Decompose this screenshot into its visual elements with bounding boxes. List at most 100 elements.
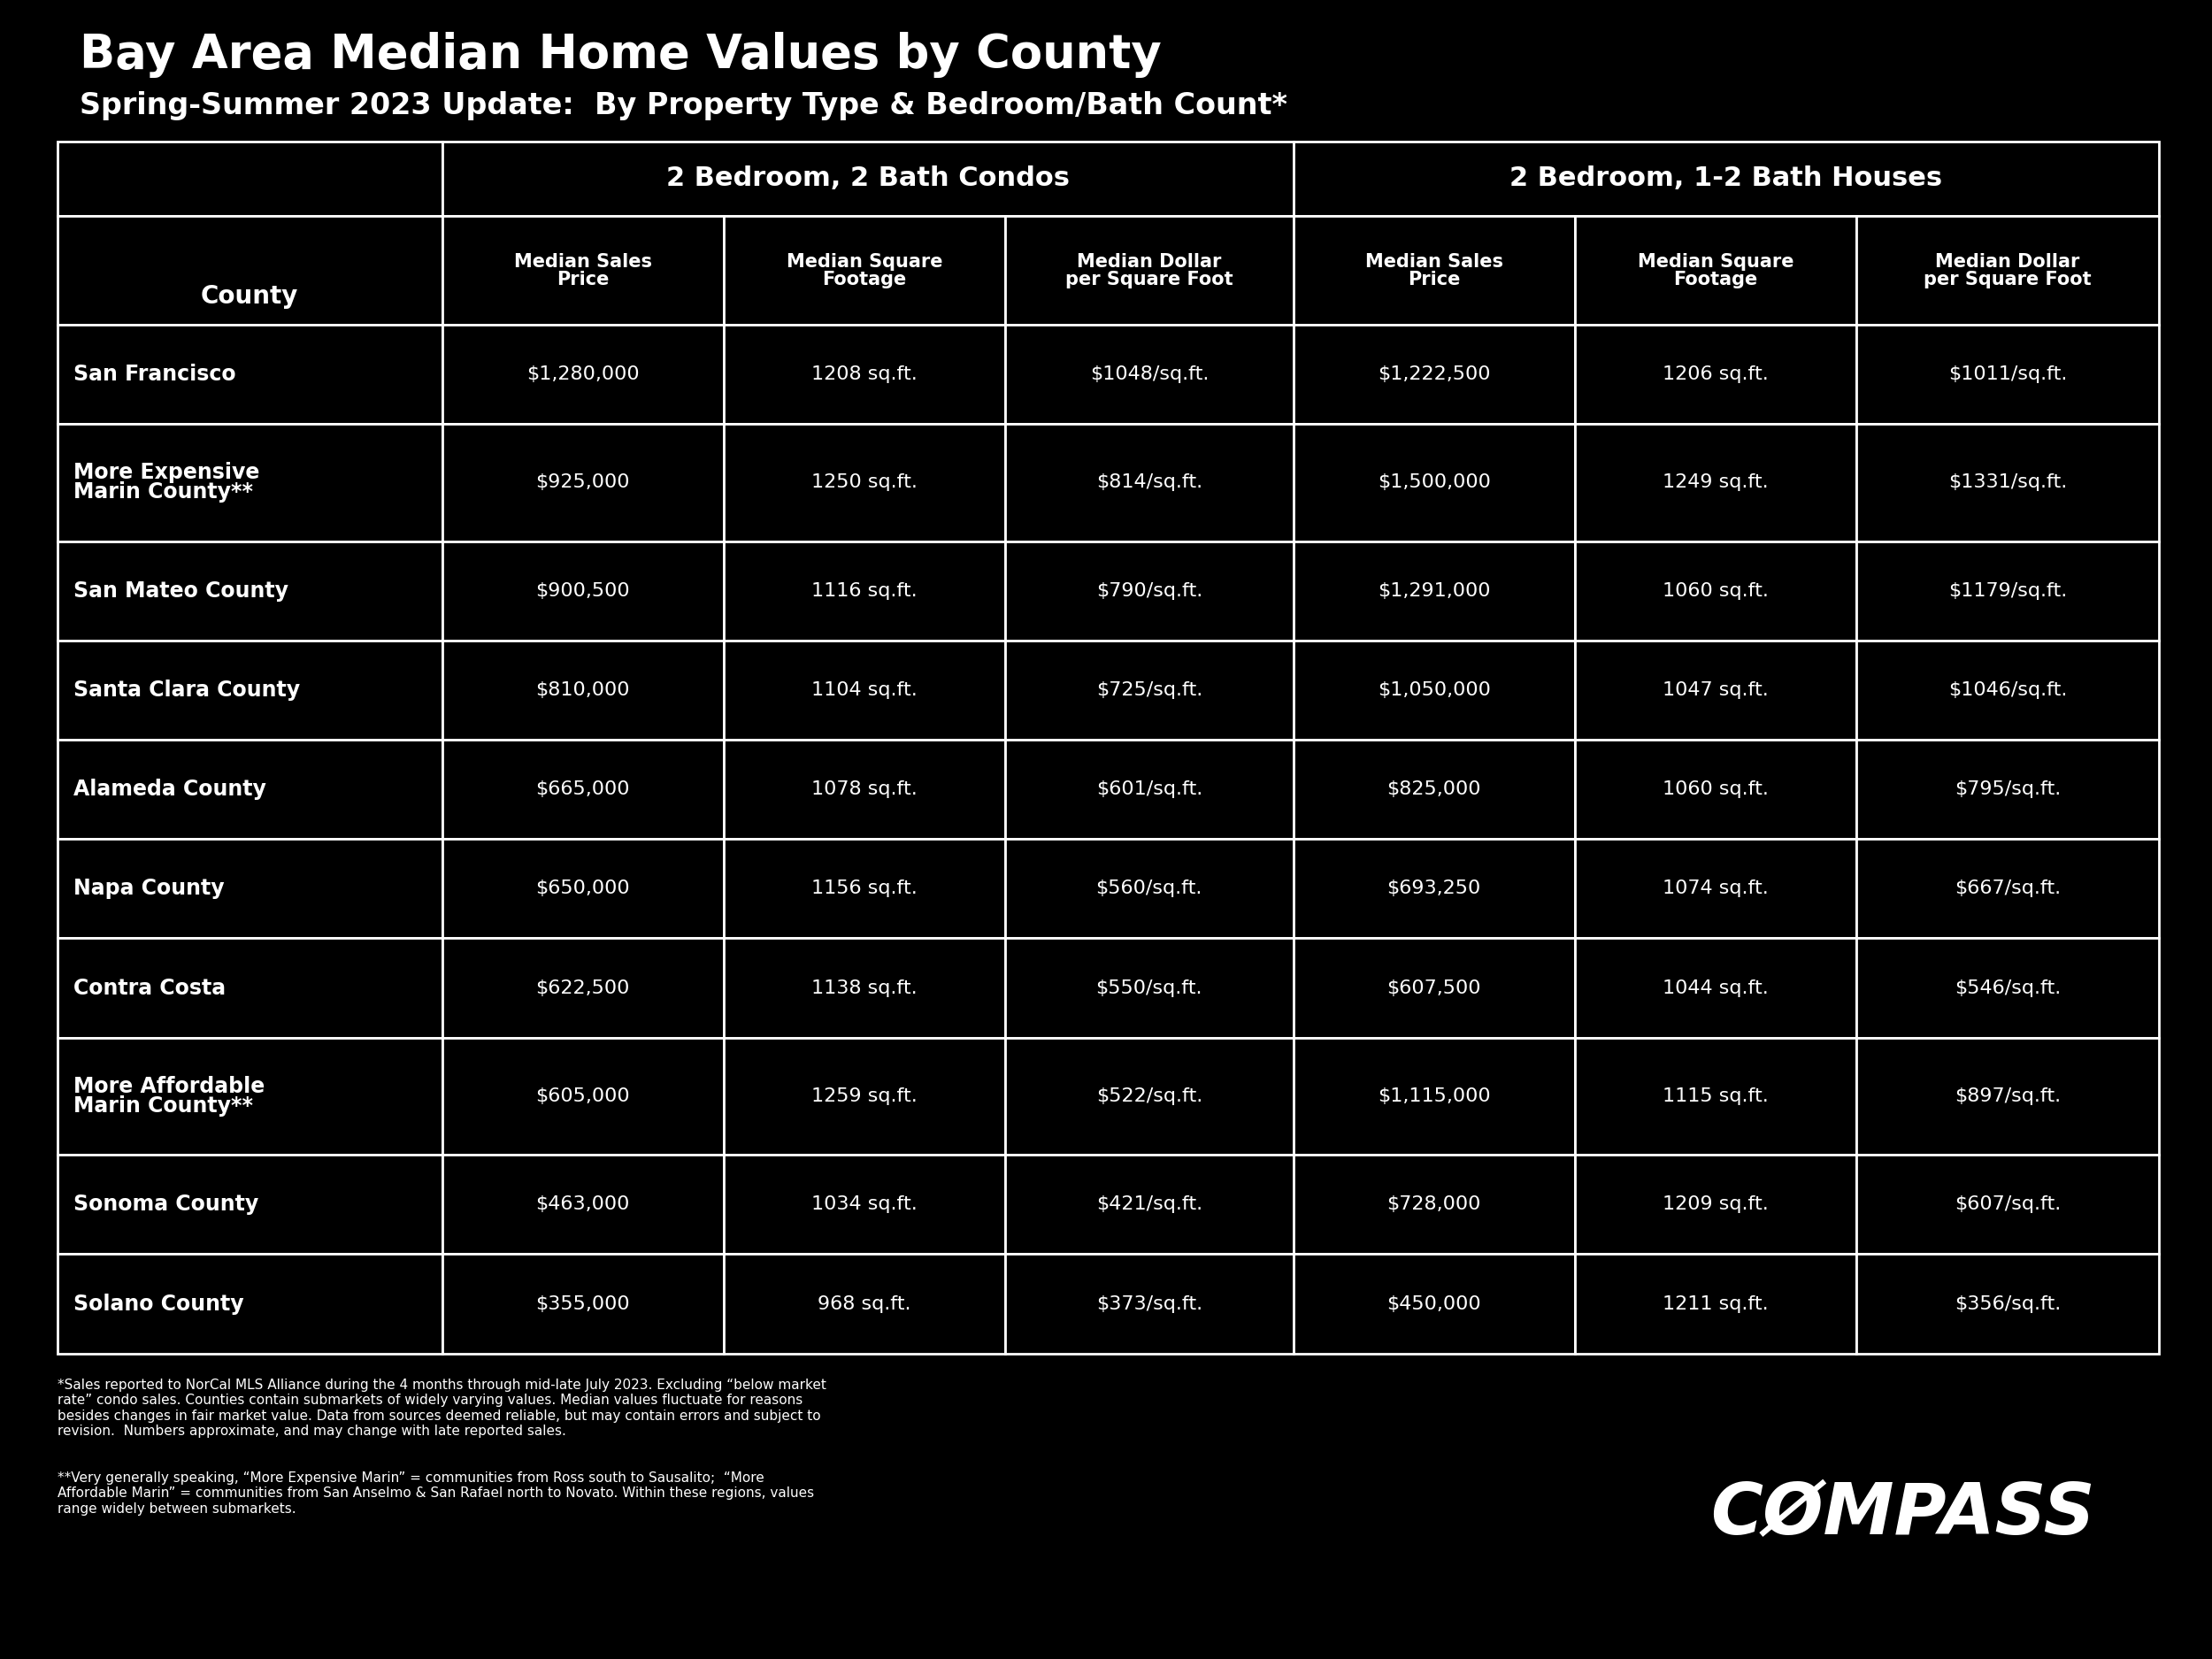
Text: $1046/sq.ft.: $1046/sq.ft.: [1949, 682, 2066, 698]
Bar: [1575, 740, 1856, 839]
Text: Price: Price: [1407, 270, 1460, 289]
Text: $725/sq.ft.: $725/sq.ft.: [1095, 682, 1203, 698]
Bar: [1294, 325, 1575, 425]
Text: 1209 sq.ft.: 1209 sq.ft.: [1663, 1196, 1770, 1213]
Text: $373/sq.ft.: $373/sq.ft.: [1097, 1296, 1203, 1312]
Bar: [1856, 425, 2159, 541]
Bar: [1294, 640, 1575, 740]
Text: Bay Area Median Home Values by County: Bay Area Median Home Values by County: [80, 32, 1161, 78]
Text: $810,000: $810,000: [535, 682, 630, 698]
Bar: [1004, 939, 1294, 1037]
Bar: [723, 939, 1004, 1037]
Bar: [1004, 1037, 1294, 1155]
Text: 1211 sq.ft.: 1211 sq.ft.: [1663, 1296, 1767, 1312]
Bar: [1575, 1155, 1856, 1254]
Bar: [58, 640, 442, 740]
Text: Napa County: Napa County: [73, 878, 223, 899]
Text: San Mateo County: San Mateo County: [73, 581, 288, 602]
Text: 1060 sq.ft.: 1060 sq.ft.: [1663, 582, 1770, 599]
Text: 968 sq.ft.: 968 sq.ft.: [818, 1296, 911, 1312]
Text: $605,000: $605,000: [535, 1087, 630, 1105]
Bar: [58, 141, 442, 216]
Bar: [1575, 541, 1856, 640]
Bar: [1004, 325, 1294, 425]
Text: 1078 sq.ft.: 1078 sq.ft.: [812, 780, 918, 798]
Text: $356/sq.ft.: $356/sq.ft.: [1955, 1296, 2062, 1312]
Bar: [1575, 1254, 1856, 1354]
Bar: [1004, 839, 1294, 939]
Text: $450,000: $450,000: [1387, 1296, 1482, 1312]
Text: Median Dollar: Median Dollar: [1936, 252, 2079, 270]
Text: County: County: [201, 284, 299, 309]
Text: Median Sales: Median Sales: [1365, 252, 1502, 270]
Bar: [1004, 541, 1294, 640]
Text: $728,000: $728,000: [1387, 1196, 1482, 1213]
Text: Median Square: Median Square: [1637, 252, 1794, 270]
Bar: [723, 1254, 1004, 1354]
Text: $1,291,000: $1,291,000: [1378, 582, 1491, 599]
Text: 1115 sq.ft.: 1115 sq.ft.: [1663, 1087, 1770, 1105]
Text: Contra Costa: Contra Costa: [73, 977, 226, 999]
Bar: [58, 1254, 442, 1354]
Text: San Francisco: San Francisco: [73, 363, 237, 385]
Text: Median Dollar: Median Dollar: [1077, 252, 1221, 270]
Text: Footage: Footage: [823, 270, 907, 289]
Bar: [1575, 939, 1856, 1037]
Text: Spring-Summer 2023 Update:  By Property Type & Bedroom/Bath Count*: Spring-Summer 2023 Update: By Property T…: [80, 91, 1287, 121]
Bar: [1575, 425, 1856, 541]
Text: $550/sq.ft.: $550/sq.ft.: [1095, 979, 1203, 997]
Bar: [1575, 1037, 1856, 1155]
Bar: [58, 1037, 442, 1155]
Bar: [58, 216, 442, 325]
Text: $607,500: $607,500: [1387, 979, 1482, 997]
Text: *Sales reported to NorCal MLS Alliance during the 4 months through mid-late July: *Sales reported to NorCal MLS Alliance d…: [58, 1379, 827, 1438]
Text: 1156 sq.ft.: 1156 sq.ft.: [812, 879, 918, 898]
Bar: [1856, 541, 2159, 640]
Text: 1104 sq.ft.: 1104 sq.ft.: [812, 682, 918, 698]
Bar: [1856, 1155, 2159, 1254]
Text: $1,280,000: $1,280,000: [526, 365, 639, 383]
Bar: [442, 541, 723, 640]
Text: $814/sq.ft.: $814/sq.ft.: [1097, 474, 1203, 491]
Text: Footage: Footage: [1674, 270, 1759, 289]
Text: Marin County**: Marin County**: [73, 1095, 252, 1117]
Text: $1331/sq.ft.: $1331/sq.ft.: [1949, 474, 2066, 491]
Text: $522/sq.ft.: $522/sq.ft.: [1095, 1087, 1203, 1105]
Bar: [1575, 640, 1856, 740]
Bar: [58, 740, 442, 839]
Text: per Square Foot: per Square Foot: [1066, 270, 1232, 289]
Bar: [442, 939, 723, 1037]
Bar: [1856, 1037, 2159, 1155]
Bar: [1294, 1254, 1575, 1354]
Text: Median Sales: Median Sales: [513, 252, 653, 270]
Text: $601/sq.ft.: $601/sq.ft.: [1095, 780, 1203, 798]
Bar: [723, 325, 1004, 425]
Text: $421/sq.ft.: $421/sq.ft.: [1097, 1196, 1203, 1213]
Text: $897/sq.ft.: $897/sq.ft.: [1955, 1087, 2062, 1105]
Text: $667/sq.ft.: $667/sq.ft.: [1955, 879, 2062, 898]
Bar: [1856, 640, 2159, 740]
Text: Price: Price: [557, 270, 608, 289]
Text: **Very generally speaking, “More Expensive Marin” = communities from Ross south : **Very generally speaking, “More Expensi…: [58, 1472, 814, 1515]
Bar: [723, 1155, 1004, 1254]
Bar: [442, 141, 1294, 216]
Bar: [1294, 1155, 1575, 1254]
Bar: [442, 640, 723, 740]
Bar: [442, 839, 723, 939]
Text: Alameda County: Alameda County: [73, 778, 265, 800]
Text: 1249 sq.ft.: 1249 sq.ft.: [1663, 474, 1767, 491]
Text: Sonoma County: Sonoma County: [73, 1194, 259, 1214]
Text: $1,050,000: $1,050,000: [1378, 682, 1491, 698]
Bar: [58, 839, 442, 939]
Bar: [1294, 425, 1575, 541]
Bar: [1856, 216, 2159, 325]
Bar: [1004, 640, 1294, 740]
Bar: [1004, 740, 1294, 839]
Bar: [1856, 839, 2159, 939]
Bar: [723, 541, 1004, 640]
Bar: [58, 939, 442, 1037]
Text: $1179/sq.ft.: $1179/sq.ft.: [1949, 582, 2066, 599]
Text: $1,115,000: $1,115,000: [1378, 1087, 1491, 1105]
Bar: [1575, 216, 1856, 325]
Text: $665,000: $665,000: [535, 780, 630, 798]
